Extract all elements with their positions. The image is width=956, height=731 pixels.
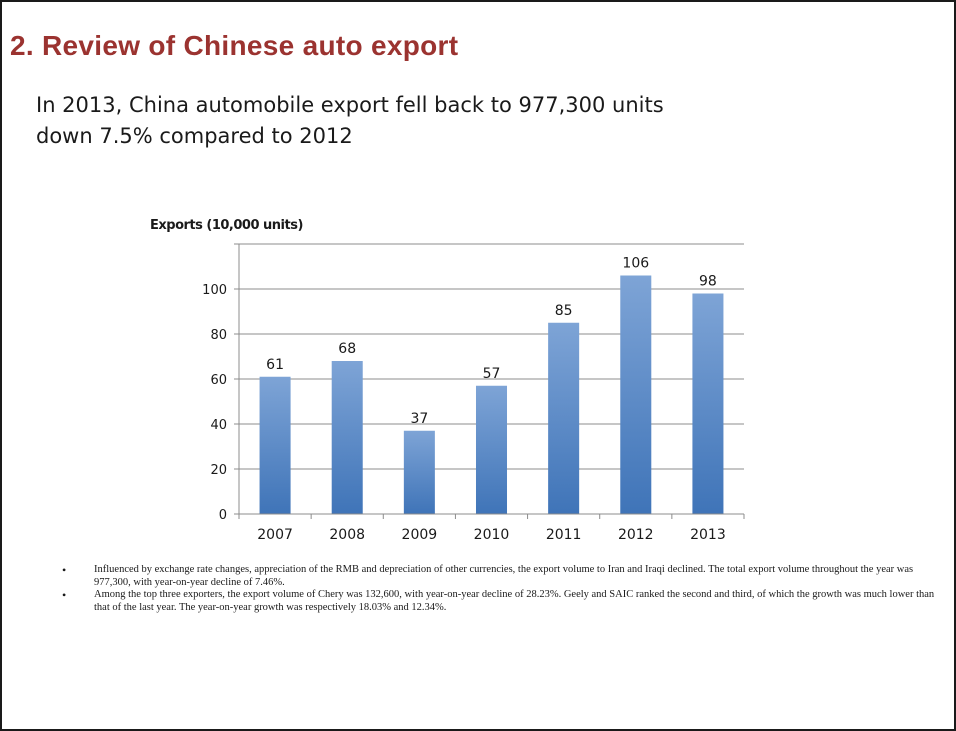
bar <box>548 322 580 514</box>
y-tick-label: 0 <box>219 508 227 523</box>
data-label: 98 <box>699 274 717 290</box>
bar <box>475 385 508 514</box>
bar-layer: 61 68 37 57 85 106 98 <box>259 256 724 514</box>
subtitle-line: down 7.5% compared to 2012 <box>36 124 353 148</box>
data-label: 68 <box>338 341 356 357</box>
bar-chart: Exports (10,000 units) 61 68 37 57 85 106 98 0… <box>150 218 745 543</box>
x-tick-label: 2008 <box>329 527 365 543</box>
data-label: 106 <box>622 256 649 272</box>
x-tick-label: 2012 <box>618 527 654 543</box>
x-tick-label: 2009 <box>402 527 438 543</box>
x-tick-label: 2007 <box>257 527 293 543</box>
data-label: 57 <box>483 366 501 382</box>
data-label: 61 <box>266 357 284 373</box>
bar <box>403 430 435 514</box>
slide-subtitle: In 2013, China automobile export fell ba… <box>36 90 796 152</box>
x-tick-label: 2011 <box>546 527 582 543</box>
grid-layer <box>239 243 744 470</box>
bar <box>620 275 652 514</box>
bar <box>331 361 363 514</box>
note-item: Influenced by exchange rate changes, app… <box>62 564 942 589</box>
x-tick-label: 2010 <box>474 527 510 543</box>
y-tick-label: 100 <box>202 283 227 298</box>
data-label: 37 <box>410 411 428 427</box>
slide-title: 2. Review of Chinese auto export <box>10 30 459 61</box>
bar <box>259 376 291 514</box>
axis-layer: 0 20 40 60 80 100 2007 2008 2009 2010 2011 2012 2013 <box>202 243 745 543</box>
note-item: Among the top three exporters, the expor… <box>62 589 942 614</box>
y-tick-label: 60 <box>210 373 227 388</box>
y-tick-label: 20 <box>210 463 227 478</box>
y-axis-label: Exports (10,000 units) <box>150 218 303 233</box>
data-label: 85 <box>555 303 573 319</box>
subtitle-line: In 2013, China automobile export fell ba… <box>36 93 664 117</box>
y-tick-label: 80 <box>210 328 227 343</box>
notes-list: Influenced by exchange rate changes, app… <box>62 564 942 614</box>
bar <box>692 293 724 514</box>
y-tick-label: 40 <box>210 418 227 433</box>
x-tick-label: 2013 <box>690 527 726 543</box>
